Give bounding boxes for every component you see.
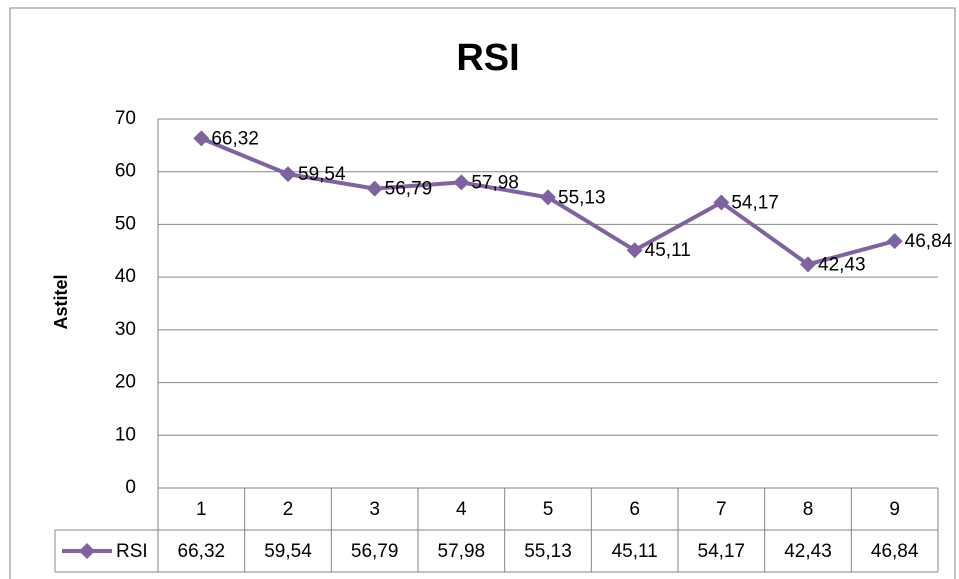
table-value: 59,54 [264,541,312,562]
y-tick-label: 50 [115,213,136,234]
y-tick-label: 10 [115,424,136,445]
data-label: 45,11 [645,240,691,261]
table-value: 66,32 [178,541,226,562]
data-label: 56,79 [385,179,433,200]
chart-border [9,7,956,579]
data-label: 59,54 [298,164,346,185]
x-tick-label: 3 [369,499,380,520]
data-label: 54,17 [731,192,779,213]
legend-label: RSI [116,541,148,562]
y-tick-label: 60 [115,161,136,182]
y-tick-label: 0 [125,477,136,498]
x-tick-label: 5 [543,499,554,520]
data-label: 55,13 [558,187,606,208]
marker [713,194,730,211]
table-value: 54,17 [698,541,746,562]
marker [280,166,296,183]
y-tick-label: 30 [115,319,136,340]
x-tick-label: 7 [716,499,727,520]
marker [886,233,903,250]
table-value: 42,43 [784,541,832,562]
x-tick-label: 8 [803,499,814,520]
chart-title: RSI [456,37,519,79]
x-tick-label: 2 [283,499,294,520]
data-label: 57,98 [471,172,519,193]
y-tick-label: 20 [115,372,136,393]
data-label: 42,43 [818,254,866,275]
y-tick-label: 40 [115,266,136,287]
table-value: 57,98 [438,541,486,562]
marker [193,130,210,147]
table-value: 46,84 [871,541,919,562]
data-label: 66,32 [211,128,259,149]
x-tick-label: 6 [629,499,640,520]
marker [366,180,383,197]
data-label: 46,84 [905,231,953,252]
y-axis-label: Astitel [51,274,71,329]
x-tick-label: 1 [196,499,207,520]
table-value: 55,13 [524,541,572,562]
marker [453,174,470,191]
table-value: 45,11 [612,541,658,562]
marker [540,189,556,206]
table-value: 56,79 [351,541,399,562]
x-tick-label: 9 [889,499,900,520]
legend-marker [79,543,95,559]
marker [626,242,643,259]
y-tick-label: 70 [115,108,136,129]
x-tick-label: 4 [456,499,467,520]
marker [800,256,816,273]
